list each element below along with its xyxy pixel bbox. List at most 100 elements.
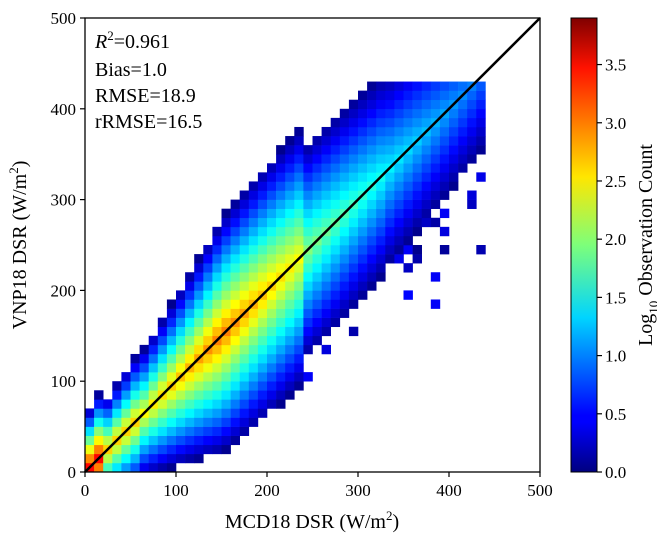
heatmap-cell (367, 190, 377, 200)
heatmap-cell (294, 163, 304, 173)
heatmap-cell (330, 281, 341, 291)
heatmap-cell (394, 90, 404, 101)
heatmap-cell (248, 335, 259, 346)
heatmap-cell (321, 290, 331, 300)
heatmap-cell (257, 217, 268, 228)
heatmap-cell (321, 172, 331, 182)
heatmap-cell (294, 317, 304, 328)
heatmap-cell (367, 126, 377, 137)
heatmap-cell (303, 235, 313, 246)
heatmap-cell (303, 290, 313, 300)
heatmap-cell (348, 254, 359, 264)
heatmap-cell (230, 390, 240, 400)
heatmap-cell (339, 263, 350, 273)
heatmap-cell (257, 263, 268, 273)
heatmap-cell (285, 299, 295, 309)
heatmap-cell (276, 190, 286, 200)
heatmap-cell (294, 126, 304, 137)
heatmap-cell (358, 208, 368, 219)
heatmap-cell (166, 408, 177, 418)
heatmap-cell (348, 208, 359, 219)
heatmap-cell (285, 235, 295, 246)
heatmap-cell (367, 172, 377, 182)
heatmap-cell (385, 208, 395, 219)
heatmap-cell (139, 344, 149, 355)
heatmap-cell (358, 108, 368, 119)
heatmap-cell (166, 399, 177, 409)
heatmap-cell (267, 199, 277, 209)
heatmap-cell (394, 163, 404, 173)
heatmap-cell (203, 417, 213, 427)
heatmap-cell (421, 217, 432, 228)
heatmap-cell (157, 344, 168, 355)
heatmap-cell (367, 281, 377, 291)
heatmap-cell (257, 254, 268, 264)
x-tick-label: 500 (527, 481, 553, 500)
heatmap-cell (130, 353, 140, 364)
heatmap-cell (221, 281, 231, 291)
heatmap-cell (157, 444, 168, 455)
heatmap-cell (321, 235, 331, 246)
heatmap-cell (194, 363, 204, 373)
heatmap-cell (385, 136, 395, 146)
heatmap-cell (376, 108, 386, 119)
heatmap-cell (385, 172, 395, 182)
heatmap-cell (139, 381, 149, 391)
heatmap-cell (439, 99, 450, 110)
heatmap-cell (348, 126, 359, 137)
heatmap-cell (239, 408, 250, 418)
heatmap-cell (312, 281, 322, 291)
heatmap-cell (403, 99, 413, 110)
heatmap-cell (412, 90, 422, 101)
heatmap-cell (403, 217, 413, 228)
heatmap-cell (257, 399, 268, 409)
heatmap-cell (267, 217, 277, 228)
heatmap-cell (421, 172, 432, 182)
heatmap-cell (166, 308, 177, 318)
heatmap-cell (148, 363, 159, 373)
x-tick-label: 100 (163, 481, 189, 500)
heatmap-cell (257, 335, 268, 346)
heatmap-cell (348, 299, 359, 309)
heatmap-cell (312, 145, 322, 155)
heatmap-cell (257, 390, 268, 400)
heatmap-cell (358, 281, 368, 291)
heatmap-cell (330, 199, 341, 209)
heatmap-cell (467, 136, 477, 146)
stat-rrmse: rRMSE=16.5 (95, 111, 202, 133)
heatmap-cell (412, 154, 422, 164)
heatmap-cell (339, 245, 350, 255)
heatmap-cell (303, 263, 313, 273)
heatmap-cell (294, 136, 304, 146)
heatmap-cell (285, 372, 295, 382)
heatmap-cell (348, 272, 359, 282)
heatmap-cell (257, 363, 268, 373)
heatmap-cell (358, 117, 368, 128)
heatmap-cell (203, 245, 213, 255)
heatmap-cell (185, 326, 195, 337)
heatmap-cell (439, 90, 450, 101)
heatmap-cell (339, 308, 350, 318)
heatmap-cell (194, 335, 204, 346)
heatmap-cell (421, 190, 432, 200)
heatmap-cell (458, 163, 468, 173)
heatmap-cell (449, 172, 459, 182)
heatmap-cell (458, 154, 468, 164)
stat-rmse: RMSE=18.9 (95, 85, 196, 107)
heatmap-cell (439, 145, 450, 155)
heatmap-cell (403, 199, 413, 209)
heatmap-cell (312, 226, 322, 237)
heatmap-cell (394, 99, 404, 110)
heatmap-cell (312, 272, 322, 282)
heatmap-cell (267, 245, 277, 255)
heatmap-cell (285, 154, 295, 164)
heatmap-cell (439, 163, 450, 173)
heatmap-cell (276, 254, 286, 264)
heatmap-cell (321, 199, 331, 209)
heatmap-cell (294, 226, 304, 237)
heatmap-cell (267, 208, 277, 219)
heatmap-cell (221, 344, 231, 355)
heatmap-cell (394, 235, 404, 246)
heatmap-cell (185, 272, 195, 282)
heatmap-cell (176, 381, 186, 391)
